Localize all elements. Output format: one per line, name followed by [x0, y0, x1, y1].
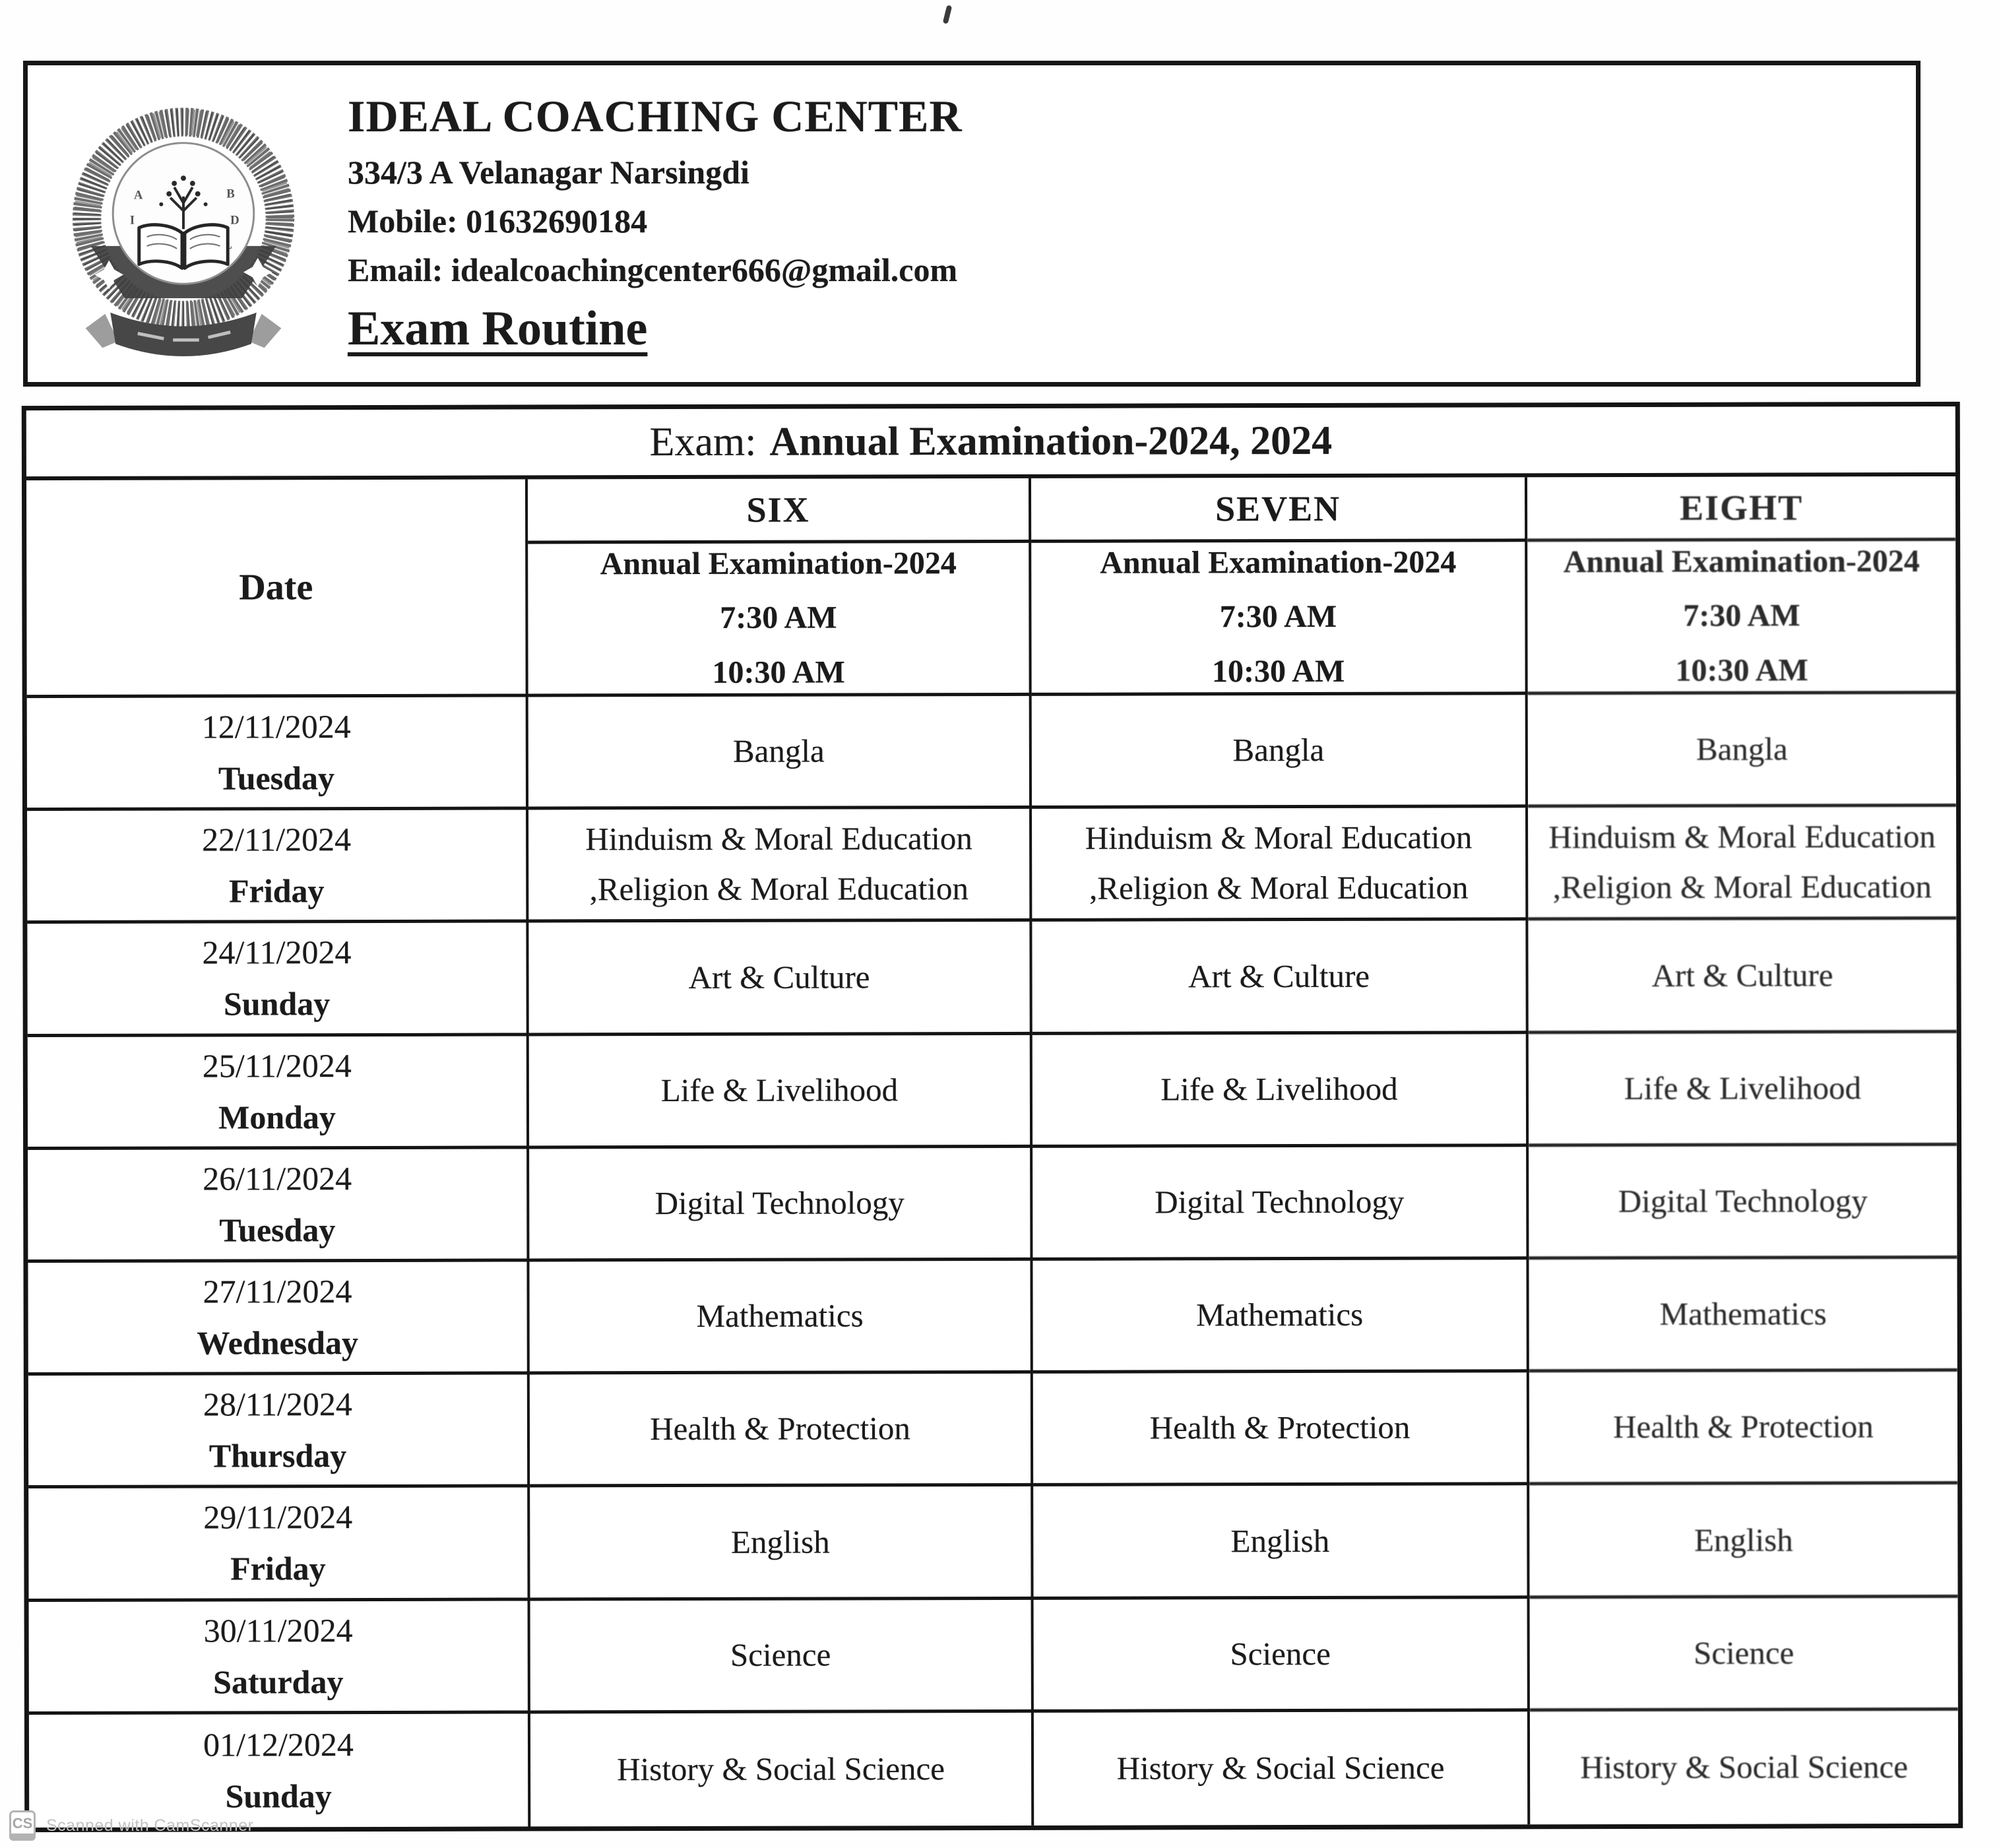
date-cell: 24/11/2024 Sunday — [27, 922, 529, 1037]
date-column-header: Date — [26, 479, 528, 699]
subject-cell: English — [1529, 1484, 1958, 1599]
subject-cell: Mathematics — [529, 1260, 1033, 1375]
exam-day: Friday — [230, 1550, 326, 1587]
subject-cell: Science — [530, 1599, 1034, 1714]
class-header-six: SIX — [527, 478, 1032, 544]
session-info-seven: Annual Examination-2024 7:30 AM 10:30 AM — [1031, 542, 1528, 696]
exam-date: 24/11/2024 — [202, 934, 352, 971]
exam-date: 01/12/2024 — [203, 1726, 354, 1764]
letterhead-box: AIE BDL — [23, 61, 1921, 387]
exam-title-row: Exam: Annual Examination-2024, 2024 — [26, 406, 1955, 481]
date-cell: 12/11/2024 Tuesday — [26, 697, 529, 812]
subject-cell: Digital Technology — [1032, 1147, 1529, 1261]
date-cell: 29/11/2024 Friday — [28, 1487, 530, 1602]
coaching-center-seal-icon: AIE BDL — [66, 100, 301, 383]
date-cell: 22/11/2024 Friday — [27, 810, 529, 924]
subject-cell: History & Social Science — [530, 1712, 1034, 1827]
subject-cell: English — [530, 1486, 1034, 1601]
exam-day: Monday — [218, 1098, 336, 1136]
exam-day: Friday — [229, 872, 325, 910]
subject-cell: Hinduism & Moral Education ,Religion & M… — [1032, 808, 1529, 922]
subject-cell: Hinduism & Moral Education ,Religion & M… — [528, 809, 1032, 923]
exam-day: Tuesday — [218, 759, 334, 797]
institute-name: IDEAL COACHING CENTER — [348, 91, 963, 141]
institute-email: Email: idealcoachingcenter666@gmail.com — [348, 251, 958, 288]
subject-cell: Life & Livelihood — [528, 1035, 1033, 1149]
subject-cell: Science — [1529, 1597, 1958, 1712]
subject-cell: Hinduism & Moral Education ,Religion & M… — [1528, 807, 1957, 921]
exam-date: 25/11/2024 — [202, 1046, 352, 1085]
subject-cell: Bangla — [1031, 695, 1529, 810]
date-cell: 30/11/2024 Saturday — [28, 1601, 530, 1715]
routine-grid: Date SIX SEVEN EIGHT Annual Examination-… — [26, 476, 1958, 1828]
subject-cell: Health & Protection — [1032, 1372, 1530, 1487]
subject-cell: Bangla — [1527, 693, 1957, 808]
class-header-eight: EIGHT — [1527, 476, 1956, 542]
exam-day: Thursday — [208, 1437, 347, 1475]
date-cell: 28/11/2024 Thursday — [28, 1374, 530, 1489]
exam-day: Tuesday — [219, 1211, 336, 1249]
camscanner-text: Scanned with CamScanner — [46, 1816, 254, 1835]
subject-cell: Art & Culture — [1032, 920, 1529, 1035]
subject-cell: Life & Livelihood — [1528, 1033, 1957, 1147]
exam-routine-table: Exam: Annual Examination-2024, 2024 Date… — [21, 401, 1963, 1833]
svg-text:A: A — [134, 189, 143, 203]
subject-cell: Health & Protection — [529, 1374, 1034, 1488]
date-cell: 25/11/2024 Monday — [27, 1036, 530, 1150]
subject-cell: History & Social Science — [1033, 1711, 1531, 1826]
scan-speck — [942, 5, 953, 24]
exam-date: 29/11/2024 — [203, 1498, 353, 1536]
subject-cell: Life & Livelihood — [1032, 1033, 1529, 1148]
subject-cell: Digital Technology — [1529, 1145, 1957, 1260]
exam-date: 27/11/2024 — [203, 1273, 352, 1310]
subject-cell: Art & Culture — [1528, 920, 1957, 1034]
camscanner-logo-letters: CS — [12, 1815, 33, 1832]
document-title: Exam Routine — [348, 302, 648, 356]
subject-cell: English — [1033, 1485, 1530, 1600]
subject-cell: Health & Protection — [1529, 1372, 1958, 1486]
subject-cell: Art & Culture — [528, 922, 1032, 1036]
date-cell: 26/11/2024 Tuesday — [28, 1149, 530, 1263]
class-header-seven: SEVEN — [1031, 477, 1528, 543]
exam-date: 28/11/2024 — [203, 1386, 352, 1423]
institute-address: 334/3 A Velanagar Narsingdi — [348, 154, 749, 191]
exam-date: 26/11/2024 — [203, 1159, 352, 1197]
svg-text:D: D — [230, 213, 239, 227]
exam-day: Wednesday — [197, 1324, 359, 1362]
camscanner-logo-icon: CS — [9, 1810, 36, 1841]
svg-text:I: I — [130, 213, 135, 227]
camscanner-watermark: CS Scanned with CamScanner — [9, 1810, 253, 1841]
session-info-eight: Annual Examination-2024 7:30 AM 10:30 AM — [1527, 540, 1956, 695]
subject-cell: Science — [1033, 1598, 1530, 1713]
exam-date: 22/11/2024 — [202, 821, 352, 858]
camscanner-logo-tab — [9, 1833, 36, 1841]
exam-date: 12/11/2024 — [201, 708, 351, 746]
subject-cell: History & Social Science — [1580, 1748, 1908, 1786]
subject-cell: Mathematics — [1529, 1258, 1957, 1373]
date-cell: 27/11/2024 Wednesday — [28, 1261, 530, 1376]
exam-day: Saturday — [213, 1663, 344, 1701]
svg-text:B: B — [226, 187, 235, 201]
subject-cell: Mathematics — [1032, 1259, 1529, 1374]
exam-title-prefix: Exam: — [649, 419, 757, 464]
exam-day: Sunday — [223, 985, 331, 1023]
institute-mobile: Mobile: 01632690184 — [348, 203, 648, 239]
session-info-six: Annual Examination-2024 7:30 AM 10:30 AM — [528, 542, 1032, 697]
subject-cell: Bangla — [528, 695, 1032, 810]
exam-title: Annual Examination-2024, 2024 — [769, 418, 1333, 464]
exam-date: 30/11/2024 — [203, 1611, 353, 1649]
subject-cell: Digital Technology — [529, 1147, 1033, 1262]
